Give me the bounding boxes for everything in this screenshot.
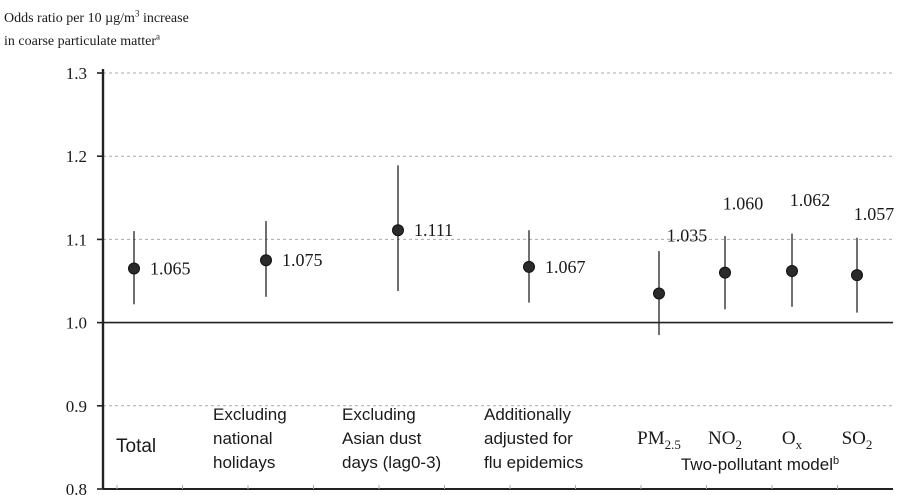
category-label: NO2	[708, 428, 742, 452]
category-label: Additionally	[484, 405, 571, 424]
category-label: Total	[116, 436, 156, 457]
data-point	[851, 269, 863, 282]
y-tick-label: 1.3	[66, 64, 87, 83]
y-tick-label: 1.0	[66, 314, 87, 333]
y-tick-label: 1.2	[66, 147, 87, 166]
y-tick-label: 1.1	[66, 230, 87, 249]
category-label: flu epidemics	[484, 453, 583, 472]
category-label: national	[213, 429, 273, 448]
category-label: PM2.5	[637, 428, 681, 452]
data-point	[128, 262, 140, 275]
data-label: 1.065	[150, 259, 191, 279]
data-label: 1.035	[667, 225, 708, 245]
data-label: 1.111	[414, 220, 453, 240]
category-label: Excluding	[342, 405, 416, 424]
category-label: Asian dust	[342, 429, 422, 448]
category-label: days (lag0-3)	[342, 453, 441, 472]
data-point	[719, 266, 731, 279]
category-label: adjusted for	[484, 429, 573, 448]
data-point	[260, 254, 272, 267]
category-label: holidays	[213, 453, 275, 472]
group-label: Two-pollutant modelb	[681, 455, 839, 474]
data-label: 1.062	[790, 190, 831, 210]
data-label: 1.067	[545, 257, 586, 277]
data-point	[523, 260, 535, 273]
y-tick-label: 0.9	[66, 397, 87, 416]
category-label: Ox	[782, 428, 803, 452]
category-label: Excluding	[213, 405, 287, 424]
data-label: 1.060	[723, 194, 764, 214]
data-point	[653, 287, 665, 300]
y-axis-title-line2: in coarse particulate mattera	[4, 31, 160, 49]
data-label: 1.075	[282, 250, 323, 270]
y-tick-label: 0.8	[66, 480, 87, 495]
category-label: SO2	[842, 428, 873, 452]
data-point	[392, 224, 404, 237]
y-axis-title-line1: Odds ratio per 10 µg/m3 increase	[4, 8, 189, 26]
data-label: 1.057	[854, 204, 895, 224]
data-point	[786, 265, 798, 278]
